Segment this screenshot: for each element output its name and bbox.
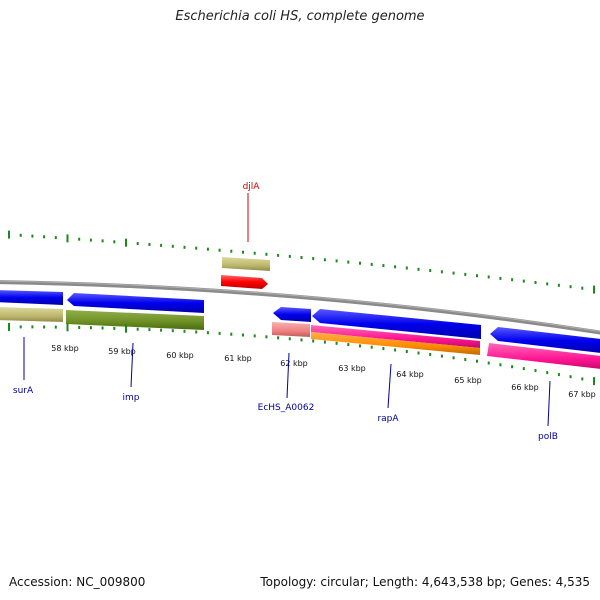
outer-ruler (8, 230, 595, 294)
cog-rapA-magenta (311, 325, 480, 348)
cds-EcHS_A0062-arrow (273, 307, 311, 322)
kbp-tick-label: 60 kbp (166, 351, 194, 360)
scale-labels: 58 kbp 59 kbp 60 kbp 61 kbp 62 kbp 63 kbp 64 k… (51, 344, 596, 399)
kbp-tick-label: 63 kbp (338, 364, 366, 373)
cog-imp (66, 310, 204, 330)
cds-rapA-arrow (312, 309, 481, 339)
cog-EcHS_A0062 (272, 322, 310, 337)
inner-ruler (8, 323, 595, 386)
kbp-tick-label: 62 kbp (280, 359, 308, 368)
cog-polB (487, 343, 600, 369)
genome-backbone (0, 280, 600, 335)
kbp-tick-label: 61 kbp (224, 354, 252, 363)
label-line-imp (130, 342, 134, 388)
cog-rapA-orange (311, 332, 480, 355)
label-line-polB (547, 380, 551, 427)
gene-label-rapA: rapA (377, 414, 399, 424)
cds-polB-arrow (490, 327, 600, 353)
kbp-tick-label: 64 kbp (396, 370, 424, 379)
kbp-tick-label: 58 kbp (51, 344, 79, 353)
cds-djlA-cog (222, 257, 270, 271)
label-line-EcHS (286, 352, 290, 399)
gene-label-polB: polB (538, 432, 558, 442)
topology-summary: Topology: circular; Length: 4,643,538 bp… (260, 575, 590, 589)
accession-text: Accession: NC_009800 (9, 575, 146, 589)
genome-backbone-highlight (0, 280, 600, 332)
cds-imp-arrow (67, 293, 204, 313)
gene-label-EcHS_A0062: EcHS_A0062 (258, 403, 315, 413)
kbp-tick-label: 66 kbp (511, 383, 539, 392)
gene-label-djlA: djlA (243, 182, 261, 192)
cds-djlA-arrow (221, 275, 268, 289)
map-title: Escherichia coli HS, complete genome (175, 9, 425, 24)
gene-label-imp: imp (123, 393, 140, 403)
label-line-rapA (387, 363, 392, 409)
kbp-tick-label: 65 kbp (454, 376, 482, 385)
kbp-tick-label: 67 kbp (568, 390, 596, 399)
gene-label-surA: surA (13, 386, 34, 396)
cds-surA-arrow (0, 290, 63, 305)
cog-surA (0, 307, 63, 322)
kbp-tick-label: 59 kbp (108, 347, 136, 356)
